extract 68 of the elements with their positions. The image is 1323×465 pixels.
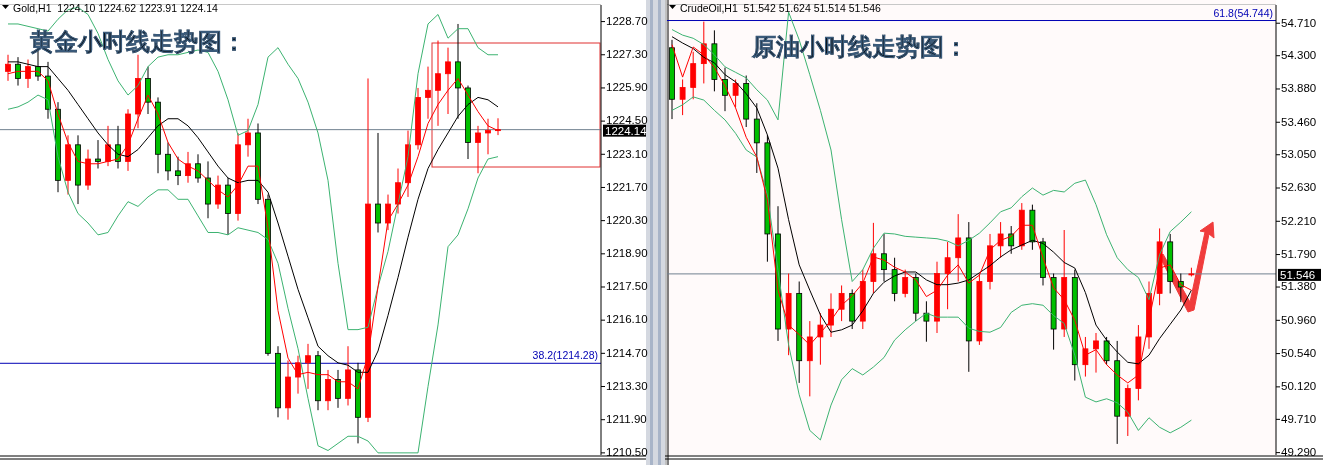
candlestick (955, 213, 962, 282)
y-tick-label: 1221.70 (606, 180, 648, 193)
y-tick-label: 1213.30 (606, 379, 648, 392)
y-tick-label: 50.120 (1281, 380, 1317, 393)
candlestick (385, 194, 391, 231)
candlestick (215, 175, 221, 210)
ref-line-label: 51.546 (1280, 268, 1316, 281)
y-tick-label: 51.790 (1281, 247, 1317, 260)
candlestick (732, 78, 739, 108)
text: 原油小时线走势图： (751, 33, 968, 61)
y-tick-label: 1225.90 (606, 81, 648, 94)
y-tick-label: 50.540 (1281, 346, 1317, 359)
y-tick-label: 54.710 (1281, 16, 1317, 29)
candlestick (105, 125, 111, 167)
y-tick-label: 1210.50 (606, 446, 648, 459)
candlestick (828, 292, 834, 338)
candlestick (997, 221, 1004, 259)
text: 黄金小时线走势图： (29, 28, 246, 56)
y-tick-label: 1217.50 (606, 280, 648, 293)
chart-subtitle: CrudeOil,H1 51.542 51.624 51.514 51.546 (680, 2, 881, 14)
y-tick-label: 1220.30 (606, 213, 648, 226)
y-tick-label: 1228.70 (606, 14, 648, 27)
ref-line-label: 38.2(1214.28) (532, 349, 598, 362)
candlestick (485, 118, 491, 155)
candlestick (881, 233, 887, 282)
y-tick-label: 53.050 (1281, 148, 1317, 161)
candlestick (690, 51, 697, 100)
candlestick (475, 125, 481, 174)
y-tick-label: 1211.90 (606, 412, 647, 425)
candlestick (145, 66, 151, 115)
y-tick-label: 1223.10 (606, 147, 648, 160)
y-tick-label: 1224.50 (606, 114, 648, 127)
candlestick (923, 300, 930, 343)
candlestick (838, 284, 845, 322)
candlestick (944, 241, 951, 310)
ref-line-label: 61.8(54.744) (1213, 6, 1273, 19)
candlestick (245, 118, 251, 158)
y-tick-label: 1218.90 (606, 247, 648, 260)
line-series (7, 6, 499, 331)
chart-subtitle: Gold,H1 1224.10 1224.62 1223.91 1224.14 (13, 2, 219, 14)
candlestick (95, 139, 101, 170)
line-series (7, 94, 499, 454)
y-tick-label: 53.880 (1281, 82, 1317, 95)
candlestick (195, 153, 201, 184)
candlestick (891, 257, 898, 302)
y-tick-label: 50.960 (1281, 313, 1317, 326)
line-series (671, 96, 1192, 441)
y-tick-label: 54.300 (1281, 49, 1317, 61)
candlestick (185, 151, 191, 184)
candlestick (175, 156, 181, 186)
candlestick (335, 369, 341, 409)
candlestick (902, 269, 909, 298)
candlestick (753, 102, 760, 174)
y-tick-label: 52.210 (1281, 214, 1317, 227)
y-tick-label: 1214.70 (606, 346, 648, 359)
candlestick (1008, 225, 1015, 255)
y-tick-label: 1227.30 (606, 48, 648, 61)
candlestick (1093, 332, 1099, 374)
candlestick (165, 141, 171, 181)
y-tick-label: 1216.10 (606, 313, 648, 326)
y-tick-label: 49.710 (1281, 412, 1317, 425)
candlestick (679, 78, 686, 116)
y-tick-label: 53.460 (1281, 115, 1317, 128)
y-tick-label: 52.630 (1281, 181, 1317, 194)
y-tick-label: 51.380 (1281, 280, 1317, 293)
candlestick (375, 132, 381, 233)
y-tick-label: 49.290 (1281, 445, 1317, 458)
candlestick (1082, 336, 1089, 378)
